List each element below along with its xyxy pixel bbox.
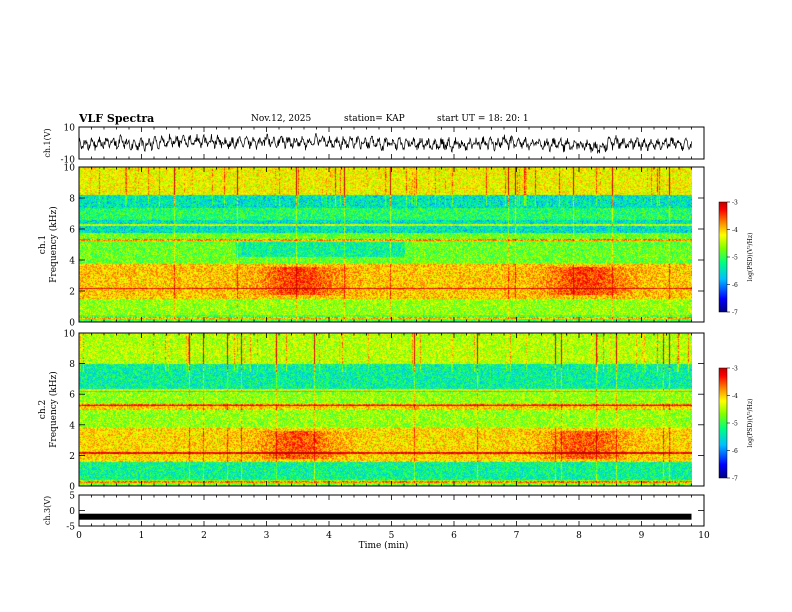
- ch1-colorbar-tick-label: -7: [732, 310, 738, 317]
- spectrogram-layer: [79, 167, 692, 486]
- ch2-colorbar-tick-label: -5: [732, 421, 738, 428]
- ch1-colorbar-tick-label: -4: [732, 227, 738, 234]
- ch1-colorbar: [718, 201, 728, 313]
- x-tick-label: 0: [76, 531, 82, 541]
- axes-layer: [78, 126, 730, 527]
- ch1-colorbar-tick-label: -3: [732, 200, 738, 207]
- spectrogram-ch2: [79, 333, 692, 486]
- chart-title: VLF Spectra: [79, 112, 155, 125]
- x-tick-label: 10: [698, 531, 710, 541]
- ch2-spectrogram-ytick-label: 2: [69, 452, 75, 462]
- ch3-waveform-ytick-label: -5: [66, 523, 75, 533]
- ch1-waveform-trace: [78, 132, 692, 155]
- ch1-spectrogram-ytick-label: 2: [69, 288, 75, 298]
- ch2-colorbar-tick-label: -3: [732, 366, 738, 373]
- ch1-spectrogram-ytick-label: 6: [69, 226, 75, 236]
- ch3-waveform-ylabel: ch.3(V): [43, 496, 52, 525]
- ch1-spectrogram-ylabel: Frequency (kHz): [48, 206, 59, 283]
- ch1-colorbar-label: log(PSD)(V²/Hz): [747, 233, 754, 282]
- ch1-colorbar-tick-label: -6: [732, 282, 738, 289]
- ch2-spectrogram-ytick-label: 10: [64, 330, 76, 340]
- ch2-colorbar-tick-label: -4: [732, 393, 738, 400]
- ch2-colorbar-label: log(PSD)(V²/Hz): [747, 399, 754, 448]
- waveform-layer: [78, 132, 692, 520]
- ch3-waveform-ytick-label: 5: [69, 492, 75, 502]
- x-tick-label: 6: [451, 531, 457, 541]
- ch1-colorbar-tick-label: -5: [732, 255, 738, 262]
- ch2-spectrogram-ytick-label: 4: [69, 421, 75, 431]
- start-time-label: start UT = 18: 20: 1: [437, 114, 529, 124]
- ch1-spectrogram-ytick-label: 10: [64, 164, 76, 174]
- ch1-spectrogram-ytick-label: 4: [69, 257, 75, 267]
- date-label: Nov.12, 2025: [251, 114, 312, 124]
- ch2-colorbar-tick-label: -6: [732, 448, 738, 455]
- ch3-waveform-trace: [79, 513, 692, 520]
- x-axis-label: Time (min): [359, 540, 409, 551]
- x-tick-label: 8: [576, 531, 582, 541]
- ch1-waveform-ytick-label: -10: [61, 156, 76, 166]
- ch1-spectrogram-ylabel-channel: ch.1: [38, 235, 48, 254]
- ch1-waveform-ytick-label: 10: [64, 124, 76, 134]
- ch2-colorbar: [718, 367, 728, 479]
- ch1-waveform-ylabel: ch.1(V): [43, 128, 52, 157]
- x-tick-label: 9: [639, 531, 645, 541]
- x-tick-label: 3: [264, 531, 270, 541]
- x-tick-label: 1: [139, 531, 145, 541]
- ch2-spectrogram-ylabel-channel: ch.2: [38, 400, 48, 419]
- x-tick-label: 7: [514, 531, 520, 541]
- ch2-colorbar-tick-label: -7: [732, 476, 738, 483]
- station-label: station= KAP: [344, 114, 405, 124]
- ch3-waveform-ytick-label: 0: [69, 507, 75, 517]
- ch2-spectrogram-ytick-label: 0: [69, 483, 75, 493]
- x-tick-label: 5: [389, 531, 395, 541]
- x-tick-label: 4: [326, 531, 332, 541]
- ch2-spectrogram-ytick-label: 8: [69, 360, 75, 370]
- ch1-spectrogram-ytick-label: 0: [69, 319, 75, 329]
- x-tick-label: 2: [201, 531, 207, 541]
- ch1-spectrogram-ytick-label: 8: [69, 195, 75, 205]
- ch2-spectrogram-ytick-label: 6: [69, 391, 75, 401]
- ch2-spectrogram-ylabel: Frequency (kHz): [48, 371, 59, 448]
- spectrogram-ch1: [79, 167, 692, 322]
